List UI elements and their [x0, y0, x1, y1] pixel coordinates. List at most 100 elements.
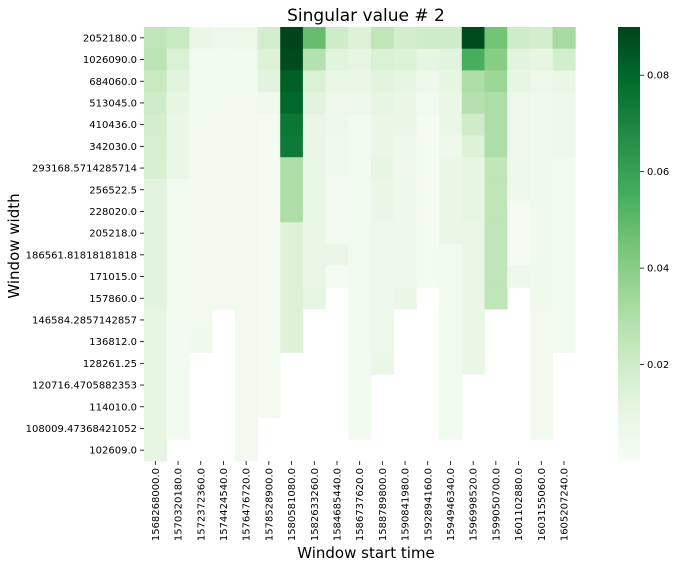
- heatmap-cell: [529, 287, 553, 310]
- heatmap-cell: [144, 417, 168, 440]
- heatmap-cell: [439, 330, 463, 353]
- heatmap-cell: [166, 309, 190, 332]
- heatmap-cell: [393, 244, 417, 267]
- heatmap-cell: [416, 92, 440, 115]
- heatmap-cell: [144, 309, 168, 332]
- heatmap-cell: [144, 27, 168, 50]
- heatmap-cell: [280, 70, 304, 93]
- heatmap-cell: [393, 92, 417, 115]
- heatmap-cell: [393, 48, 417, 71]
- heatmap-cell: [325, 157, 349, 180]
- heatmap-cell: [234, 200, 258, 223]
- heatmap-cell: [393, 222, 417, 245]
- heatmap-cell: [371, 244, 395, 267]
- x-tick-label: 1603155060.0: [537, 468, 548, 541]
- heatmap-cell: [371, 27, 395, 50]
- heatmap-cell: [166, 70, 190, 93]
- x-tick-label: 1599050700.0: [491, 468, 502, 541]
- heatmap-cell: [393, 178, 417, 201]
- heatmap-cell: [302, 27, 326, 50]
- heatmap-cell: [189, 157, 213, 180]
- y-tick-label: 128261.25: [83, 359, 137, 370]
- heatmap-cell: [325, 70, 349, 93]
- heatmap-cell: [212, 244, 236, 267]
- heatmap-cell: [461, 330, 485, 353]
- x-tick-label: 1582633260.0: [310, 468, 321, 541]
- heatmap-cell: [461, 244, 485, 267]
- heatmap-cell: [144, 352, 168, 375]
- heatmap-cell: [234, 395, 258, 418]
- heatmap-cell: [507, 48, 531, 71]
- heatmap-cell: [484, 48, 508, 71]
- heatmap-cell: [234, 113, 258, 136]
- heatmap-cell: [348, 265, 372, 288]
- heatmap-cell: [484, 157, 508, 180]
- heatmap-cell: [393, 265, 417, 288]
- heatmap-cell: [507, 244, 531, 267]
- heatmap-cell: [552, 309, 576, 332]
- y-tick-label: 513045.0: [89, 98, 137, 109]
- heatmap-cell: [257, 113, 281, 136]
- heatmap-cell: [166, 417, 190, 440]
- heatmap-cell: [529, 352, 553, 375]
- heatmap-cell: [212, 92, 236, 115]
- heatmap-cell: [166, 178, 190, 201]
- heatmap-cell: [461, 309, 485, 332]
- heatmap-cell: [507, 27, 531, 50]
- heatmap-cell: [371, 330, 395, 353]
- heatmap-cell: [507, 92, 531, 115]
- heatmap-cell: [302, 265, 326, 288]
- heatmap-cell: [302, 157, 326, 180]
- x-tick-label: 1576476720.0: [242, 468, 253, 541]
- heatmap-cell: [529, 157, 553, 180]
- heatmap-cell: [371, 178, 395, 201]
- heatmap-cell: [144, 157, 168, 180]
- heatmap-cell: [348, 395, 372, 418]
- heatmap-cell: [234, 135, 258, 158]
- heatmap-cell: [348, 222, 372, 245]
- heatmap-cell: [144, 439, 168, 462]
- y-tick-label: 342030.0: [89, 142, 137, 153]
- colorbar-gradient: [618, 27, 640, 461]
- heatmap-cell: [280, 27, 304, 50]
- x-tick-label: 1588789800.0: [378, 468, 389, 541]
- heatmap-cell: [348, 27, 372, 50]
- heatmap-cell: [552, 135, 576, 158]
- colorbar-tick-label: 0.02: [647, 360, 669, 371]
- heatmap-cell: [416, 244, 440, 267]
- heatmap-cell: [166, 287, 190, 310]
- heatmap-cell: [257, 395, 281, 418]
- heatmap-cell: [552, 27, 576, 50]
- heatmap-cell: [439, 265, 463, 288]
- heatmap-cell: [234, 27, 258, 50]
- heatmap-cell: [257, 374, 281, 397]
- heatmap-cell: [439, 395, 463, 418]
- x-tick-label: 1572372360.0: [196, 468, 207, 541]
- heatmap-cell: [348, 113, 372, 136]
- heatmap-cell: [529, 178, 553, 201]
- heatmap-cell: [212, 222, 236, 245]
- heatmap-cell: [257, 92, 281, 115]
- heatmap-cells: [144, 27, 576, 462]
- x-axis-ticks: 1568268000.0 1570320180.0 1572372360.0 1574…: [151, 461, 570, 541]
- heatmap-cell: [461, 178, 485, 201]
- heatmap-cell: [144, 48, 168, 71]
- heatmap-cell: [234, 157, 258, 180]
- heatmap-cell: [280, 222, 304, 245]
- heatmap-cell: [144, 178, 168, 201]
- heatmap-cell: [234, 287, 258, 310]
- heatmap-cell: [257, 287, 281, 310]
- heatmap-cell: [189, 330, 213, 353]
- x-tick-label: 1592894160.0: [423, 468, 434, 541]
- heatmap-cell: [144, 374, 168, 397]
- heatmap-cell: [529, 200, 553, 223]
- heatmap-cell: [371, 309, 395, 332]
- heatmap-cell: [371, 157, 395, 180]
- heatmap-cell: [529, 374, 553, 397]
- x-axis-label: Window start time: [297, 544, 435, 562]
- heatmap-cell: [529, 265, 553, 288]
- heatmap-cell: [212, 265, 236, 288]
- heatmap-cell: [212, 48, 236, 71]
- heatmap-cell: [461, 135, 485, 158]
- heatmap-cell: [484, 178, 508, 201]
